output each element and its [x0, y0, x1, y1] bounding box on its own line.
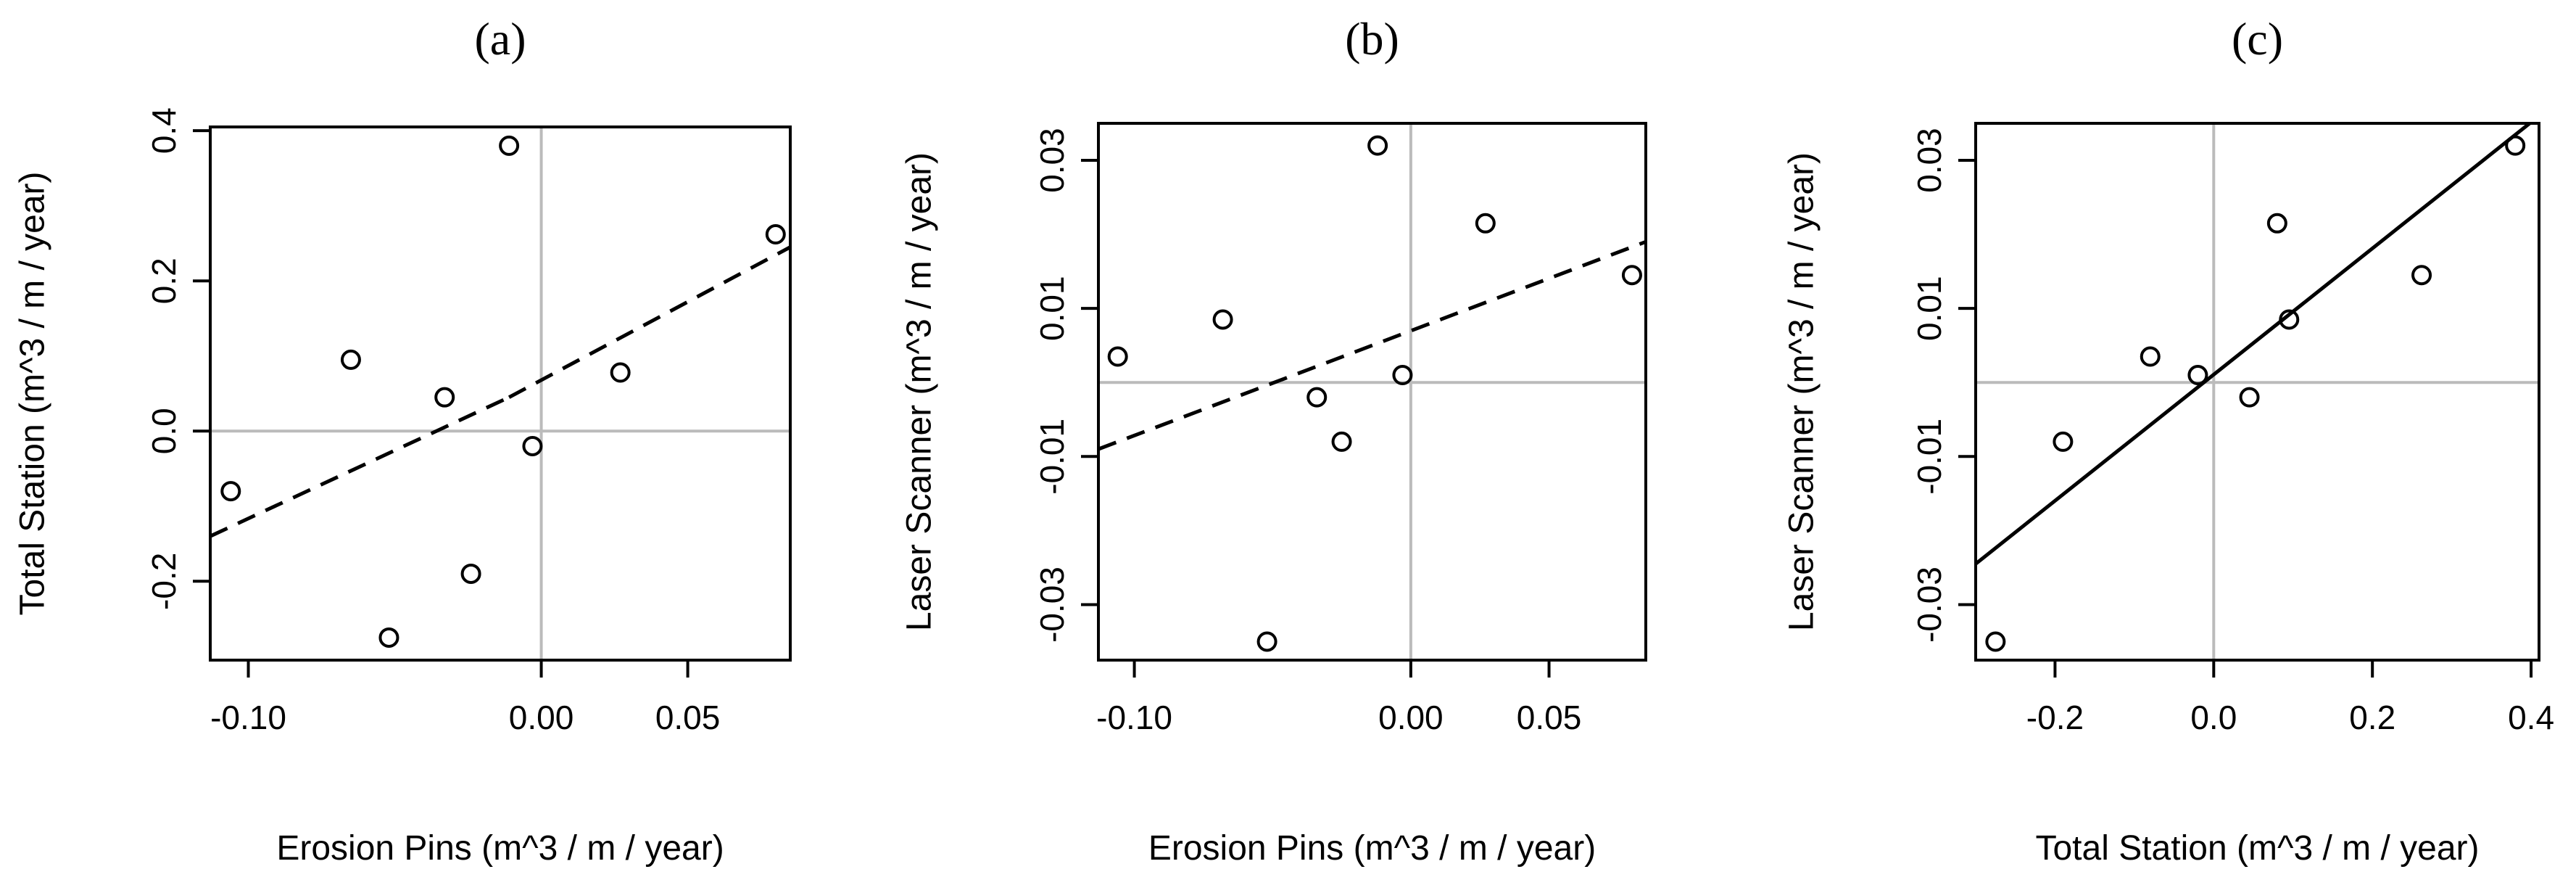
fit-line-segment — [1976, 123, 2533, 566]
data-point — [2187, 365, 2208, 386]
panel-b: (b) -0.10 0.00 0.05 -0.03 -0.01 0.01 0.03 Erosio… — [900, 13, 1647, 868]
y-tick-label: -0.2 — [145, 553, 183, 610]
x-tick-label: -0.10 — [1096, 699, 1172, 736]
data-point — [2053, 431, 2074, 452]
y-tick-label: 0.01 — [1033, 276, 1071, 341]
x-tick-label: 0.00 — [1378, 699, 1444, 736]
data-point — [2140, 346, 2161, 367]
y-tick-label: 0.03 — [1033, 128, 1071, 193]
plot-frame — [209, 125, 792, 662]
y-tick-label: 0.0 — [145, 408, 183, 454]
data-point — [2279, 309, 2300, 330]
data-point — [499, 135, 520, 156]
x-tick-label: -0.2 — [2026, 699, 2084, 736]
data-point — [378, 627, 399, 648]
data-point — [1306, 387, 1328, 408]
data-point — [340, 349, 361, 370]
data-point — [1331, 431, 1352, 452]
data-point — [460, 563, 481, 584]
data-point — [1392, 365, 1413, 386]
panel-title: (c) — [2232, 13, 2283, 65]
y-tick-label: 0.4 — [145, 107, 183, 154]
fit-line-segment — [1098, 239, 1646, 451]
x-axis-label: Erosion Pins (m^3 / m / year) — [276, 829, 724, 868]
data-point — [1212, 309, 1233, 330]
y-tick-label: 0.2 — [145, 258, 183, 304]
x-tick-label: 0.4 — [2508, 699, 2554, 736]
panel-title: (a) — [474, 13, 526, 65]
data-point — [1985, 631, 2006, 652]
y-tick-label: 0.01 — [1910, 276, 1948, 341]
data-point — [2239, 387, 2260, 408]
panel-title: (b) — [1345, 13, 1399, 65]
x-tick-label: -0.10 — [210, 699, 286, 736]
y-axis-label: Laser Scanner (m^3 / m / year) — [1783, 152, 1821, 631]
fit-line-segment — [210, 395, 510, 538]
data-point — [610, 362, 631, 383]
x-axis-label: Total Station (m^3 / m / year) — [2035, 829, 2479, 868]
x-axis-label: Erosion Pins (m^3 / m / year) — [1148, 829, 1596, 868]
y-tick-label: -0.01 — [1033, 419, 1071, 495]
y-tick-label: -0.01 — [1910, 419, 1948, 495]
y-axis-label: Total Station (m^3 / m / year) — [14, 171, 52, 615]
x-tick-label: 0.05 — [1517, 699, 1582, 736]
data-point — [522, 435, 543, 456]
data-point — [765, 224, 786, 245]
y-tick-label: 0.03 — [1910, 128, 1948, 193]
data-point — [1367, 135, 1388, 156]
plot-frame — [1974, 122, 2540, 662]
y-tick-label: -0.03 — [1033, 567, 1071, 643]
panel-c: (c) -0.2 0.0 0.2 0.4 -0.03 -0.01 0.01 0.03 Total … — [1783, 13, 2555, 868]
data-point — [1621, 265, 1642, 286]
fit-line-segment — [508, 245, 790, 399]
data-point — [2266, 213, 2287, 234]
x-tick-label: 0.2 — [2349, 699, 2395, 736]
data-point — [1107, 346, 1128, 367]
data-point — [434, 387, 455, 408]
data-point — [2505, 135, 2526, 156]
x-tick-label: 0.00 — [509, 699, 574, 736]
data-point — [220, 481, 241, 502]
y-axis-label: Laser Scanner (m^3 / m / year) — [900, 152, 939, 631]
panel-a: (a) -0.10 0.00 0.05 -0.2 0.0 0.2 0.4 Erosion Pin… — [14, 13, 792, 868]
x-tick-label: 0.05 — [655, 699, 721, 736]
x-tick-label: 0.0 — [2190, 699, 2237, 736]
data-point — [1475, 213, 1496, 234]
plot-frame — [1097, 122, 1647, 662]
data-point — [1256, 631, 1277, 652]
data-point — [2411, 265, 2432, 286]
y-tick-label: -0.03 — [1910, 567, 1948, 643]
